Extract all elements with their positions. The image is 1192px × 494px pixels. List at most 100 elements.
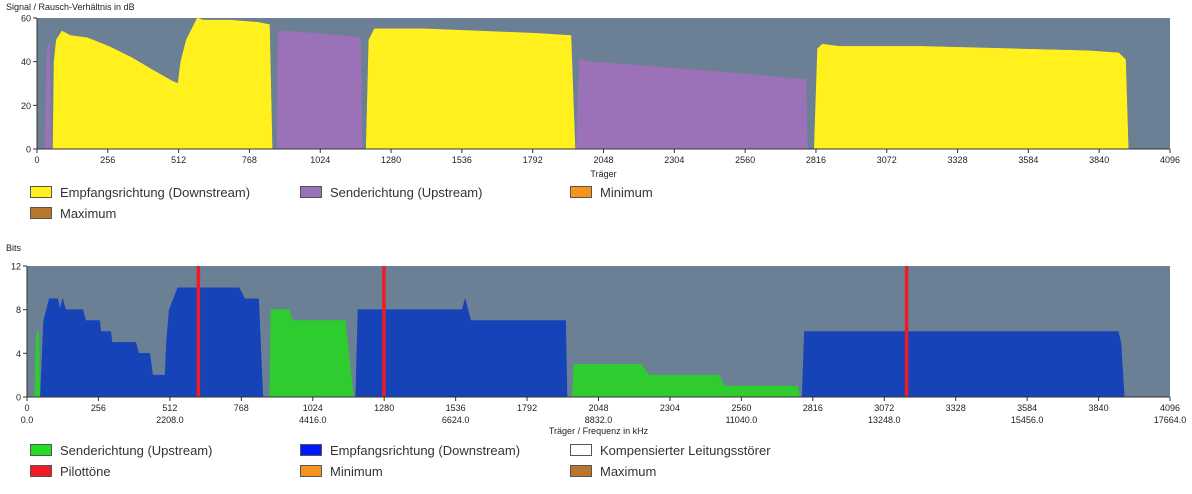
bits-legend: Senderichtung (Upstream) Empfangsrichtung… (30, 442, 1180, 486)
series-1-area-0 (40, 287, 264, 398)
x-tick-label-7: 1792 (523, 155, 543, 165)
x-tick-label-1: 256 (91, 403, 106, 413)
snr-plot: 0 20 40 60 0 256 512 768 1024 1280 1536 1792 2048 230… (21, 14, 1180, 180)
x-freq-tick-label-1: 2208.0 (156, 415, 184, 425)
legend-label: Kompensierter Leitungsstörer (600, 442, 771, 458)
series-0-area-1 (269, 309, 354, 398)
series-1-area-1 (355, 298, 568, 398)
legend-item: Empfangsrichtung (Downstream) (300, 442, 520, 458)
x-tick-label-9: 2304 (664, 155, 684, 165)
legend-item: Senderichtung (Upstream) (30, 442, 212, 458)
legend-swatch (570, 465, 592, 477)
x-tick-label-2: 512 (171, 155, 186, 165)
snr-y-axis-label: Signal / Rausch-Verhältnis in dB (6, 2, 135, 12)
y-tick-label-0: 0 (16, 393, 21, 403)
legend-item: Kompensierter Leitungsstörer (570, 442, 771, 458)
x-freq-tick-label-5: 11040.0 (725, 415, 757, 425)
x-tick-label-6: 1536 (452, 155, 472, 165)
x-tick-label-5: 1280 (374, 403, 394, 413)
snr-chart: Signal / Rausch-Verhältnis in dB 0 20 40 60… (0, 0, 1192, 232)
x-tick-label-4: 1024 (303, 403, 323, 413)
series-1-area-2 (801, 331, 1125, 398)
y-tick-label-1: 4 (16, 349, 21, 359)
x-tick-label-10: 2560 (731, 403, 751, 413)
series-1-area-2 (576, 59, 808, 150)
y-tick-label-3: 12 (11, 262, 21, 272)
x-tick-label-1: 256 (100, 155, 115, 165)
legend-swatch (570, 186, 592, 198)
legend-label: Pilottöne (60, 463, 111, 479)
legend-label: Senderichtung (Upstream) (330, 184, 483, 200)
x-tick-label-5: 1280 (381, 155, 401, 165)
x-tick-label-8: 2048 (588, 403, 608, 413)
legend-item: Minimum (570, 184, 653, 200)
x-tick-label-15: 3840 (1089, 403, 1109, 413)
x-tick-label-7: 1792 (517, 403, 537, 413)
x-freq-tick-label-7: 15456.0 (1011, 415, 1044, 425)
x-freq-tick-label-6: 13248.0 (868, 415, 901, 425)
legend-swatch (300, 444, 322, 456)
legend-item: Maximum (30, 205, 116, 221)
x-tick-label-16: 4096 (1160, 155, 1180, 165)
series-0-area-0 (52, 17, 273, 150)
y-tick-label-0: 0 (26, 145, 31, 155)
x-tick-label-11: 2816 (803, 403, 823, 413)
x-tick-label-15: 3840 (1089, 155, 1109, 165)
x-tick-label-12: 3072 (874, 403, 894, 413)
x-axis-label: Träger (590, 169, 616, 179)
legend-item: Pilottöne (30, 463, 111, 479)
series-1-area-1 (276, 30, 363, 150)
x-tick-label-10: 2560 (735, 155, 755, 165)
legend-item: Maximum (570, 463, 656, 479)
series-0-area-2 (813, 43, 1129, 150)
legend-swatch (30, 207, 52, 219)
legend-label: Empfangsrichtung (Downstream) (60, 184, 251, 200)
x-tick-label-13: 3328 (948, 155, 968, 165)
series-0-area-2 (572, 364, 801, 398)
x-tick-label-13: 3328 (946, 403, 966, 413)
y-tick-label-2: 40 (21, 57, 31, 67)
x-tick-label-9: 2304 (660, 403, 680, 413)
x-tick-label-16: 4096 (1160, 403, 1180, 413)
x-tick-label-4: 1024 (310, 155, 330, 165)
legend-item: Senderichtung (Upstream) (300, 184, 482, 200)
x-tick-label-14: 3584 (1017, 403, 1037, 413)
legend-label: Minimum (330, 463, 383, 479)
y-tick-label-3: 60 (21, 14, 31, 24)
legend-swatch (30, 444, 52, 456)
snr-legend: Empfangsrichtung (Downstream) Senderichtu… (30, 184, 1180, 228)
bits-plot: 0 4 8 12 0 256 512 768 1024 1280 1536 1792 2048 2304 2… (11, 262, 1187, 437)
legend-item: Minimum (300, 463, 383, 479)
x-axis-label: Träger / Frequenz in kHz (549, 426, 649, 436)
legend-swatch (300, 186, 322, 198)
x-tick-label-2: 512 (162, 403, 177, 413)
x-tick-label-11: 2816 (806, 155, 826, 165)
x-freq-tick-label-8: 17664.0 (1154, 415, 1187, 425)
legend-swatch (30, 186, 52, 198)
x-freq-tick-label-0: 0.0 (21, 415, 34, 425)
legend-item: Empfangsrichtung (Downstream) (30, 184, 250, 200)
legend-swatch (300, 465, 322, 477)
legend-swatch (570, 444, 592, 456)
legend-label: Maximum (600, 463, 657, 479)
x-tick-label-8: 2048 (593, 155, 613, 165)
x-tick-label-0: 0 (24, 403, 29, 413)
bits-chart: Bits 0 4 8 12 0 256 512 768 1024 1280 1536 1792 2048… (0, 240, 1192, 494)
x-freq-tick-label-4: 8832.0 (585, 415, 613, 425)
legend-label: Empfangsrichtung (Downstream) (330, 442, 521, 458)
x-freq-tick-label-3: 6624.0 (442, 415, 470, 425)
x-tick-label-0: 0 (34, 155, 39, 165)
x-tick-label-12: 3072 (877, 155, 897, 165)
legend-swatch (30, 465, 52, 477)
series-0-area-1 (365, 28, 576, 150)
x-tick-label-3: 768 (234, 403, 249, 413)
y-tick-label-2: 8 (16, 305, 21, 315)
x-freq-tick-label-2: 4416.0 (299, 415, 327, 425)
bits-y-axis-label: Bits (6, 243, 22, 253)
x-tick-label-6: 1536 (446, 403, 466, 413)
legend-label: Senderichtung (Upstream) (60, 442, 213, 458)
x-tick-label-14: 3584 (1018, 155, 1038, 165)
legend-label: Minimum (600, 184, 653, 200)
x-tick-label-3: 768 (242, 155, 257, 165)
y-tick-label-1: 20 (21, 101, 31, 111)
